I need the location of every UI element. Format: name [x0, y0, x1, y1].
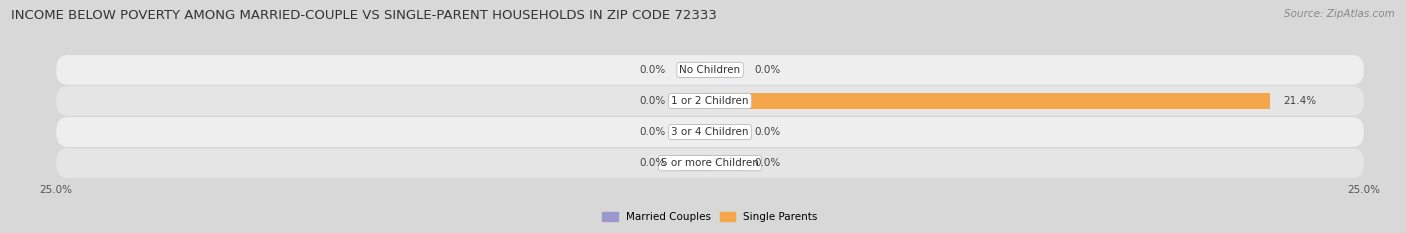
Bar	[679, 93, 710, 109]
Text: 0.0%: 0.0%	[640, 96, 665, 106]
Text: 0.0%: 0.0%	[640, 127, 665, 137]
Text: 3 or 4 Children: 3 or 4 Children	[671, 127, 749, 137]
Legend: Married Couples, Single Parents: Married Couples, Single Parents	[602, 212, 818, 222]
Bar	[710, 155, 741, 171]
Text: 0.0%: 0.0%	[755, 65, 780, 75]
Text: No Children: No Children	[679, 65, 741, 75]
FancyBboxPatch shape	[56, 117, 1364, 147]
Text: 21.4%: 21.4%	[1282, 96, 1316, 106]
Bar	[679, 155, 710, 171]
Text: 5 or more Children: 5 or more Children	[661, 158, 759, 168]
Text: 0.0%: 0.0%	[640, 65, 665, 75]
Text: INCOME BELOW POVERTY AMONG MARRIED-COUPLE VS SINGLE-PARENT HOUSEHOLDS IN ZIP COD: INCOME BELOW POVERTY AMONG MARRIED-COUPL…	[11, 9, 717, 22]
Text: 0.0%: 0.0%	[755, 158, 780, 168]
Text: 0.0%: 0.0%	[640, 158, 665, 168]
Bar	[710, 124, 741, 140]
FancyBboxPatch shape	[56, 86, 1364, 116]
Bar	[679, 124, 710, 140]
FancyBboxPatch shape	[56, 148, 1364, 178]
Bar	[679, 62, 710, 78]
Bar	[710, 93, 1270, 109]
Text: 0.0%: 0.0%	[755, 127, 780, 137]
Text: Source: ZipAtlas.com: Source: ZipAtlas.com	[1284, 9, 1395, 19]
Text: 1 or 2 Children: 1 or 2 Children	[671, 96, 749, 106]
Bar	[710, 62, 741, 78]
FancyBboxPatch shape	[56, 55, 1364, 85]
